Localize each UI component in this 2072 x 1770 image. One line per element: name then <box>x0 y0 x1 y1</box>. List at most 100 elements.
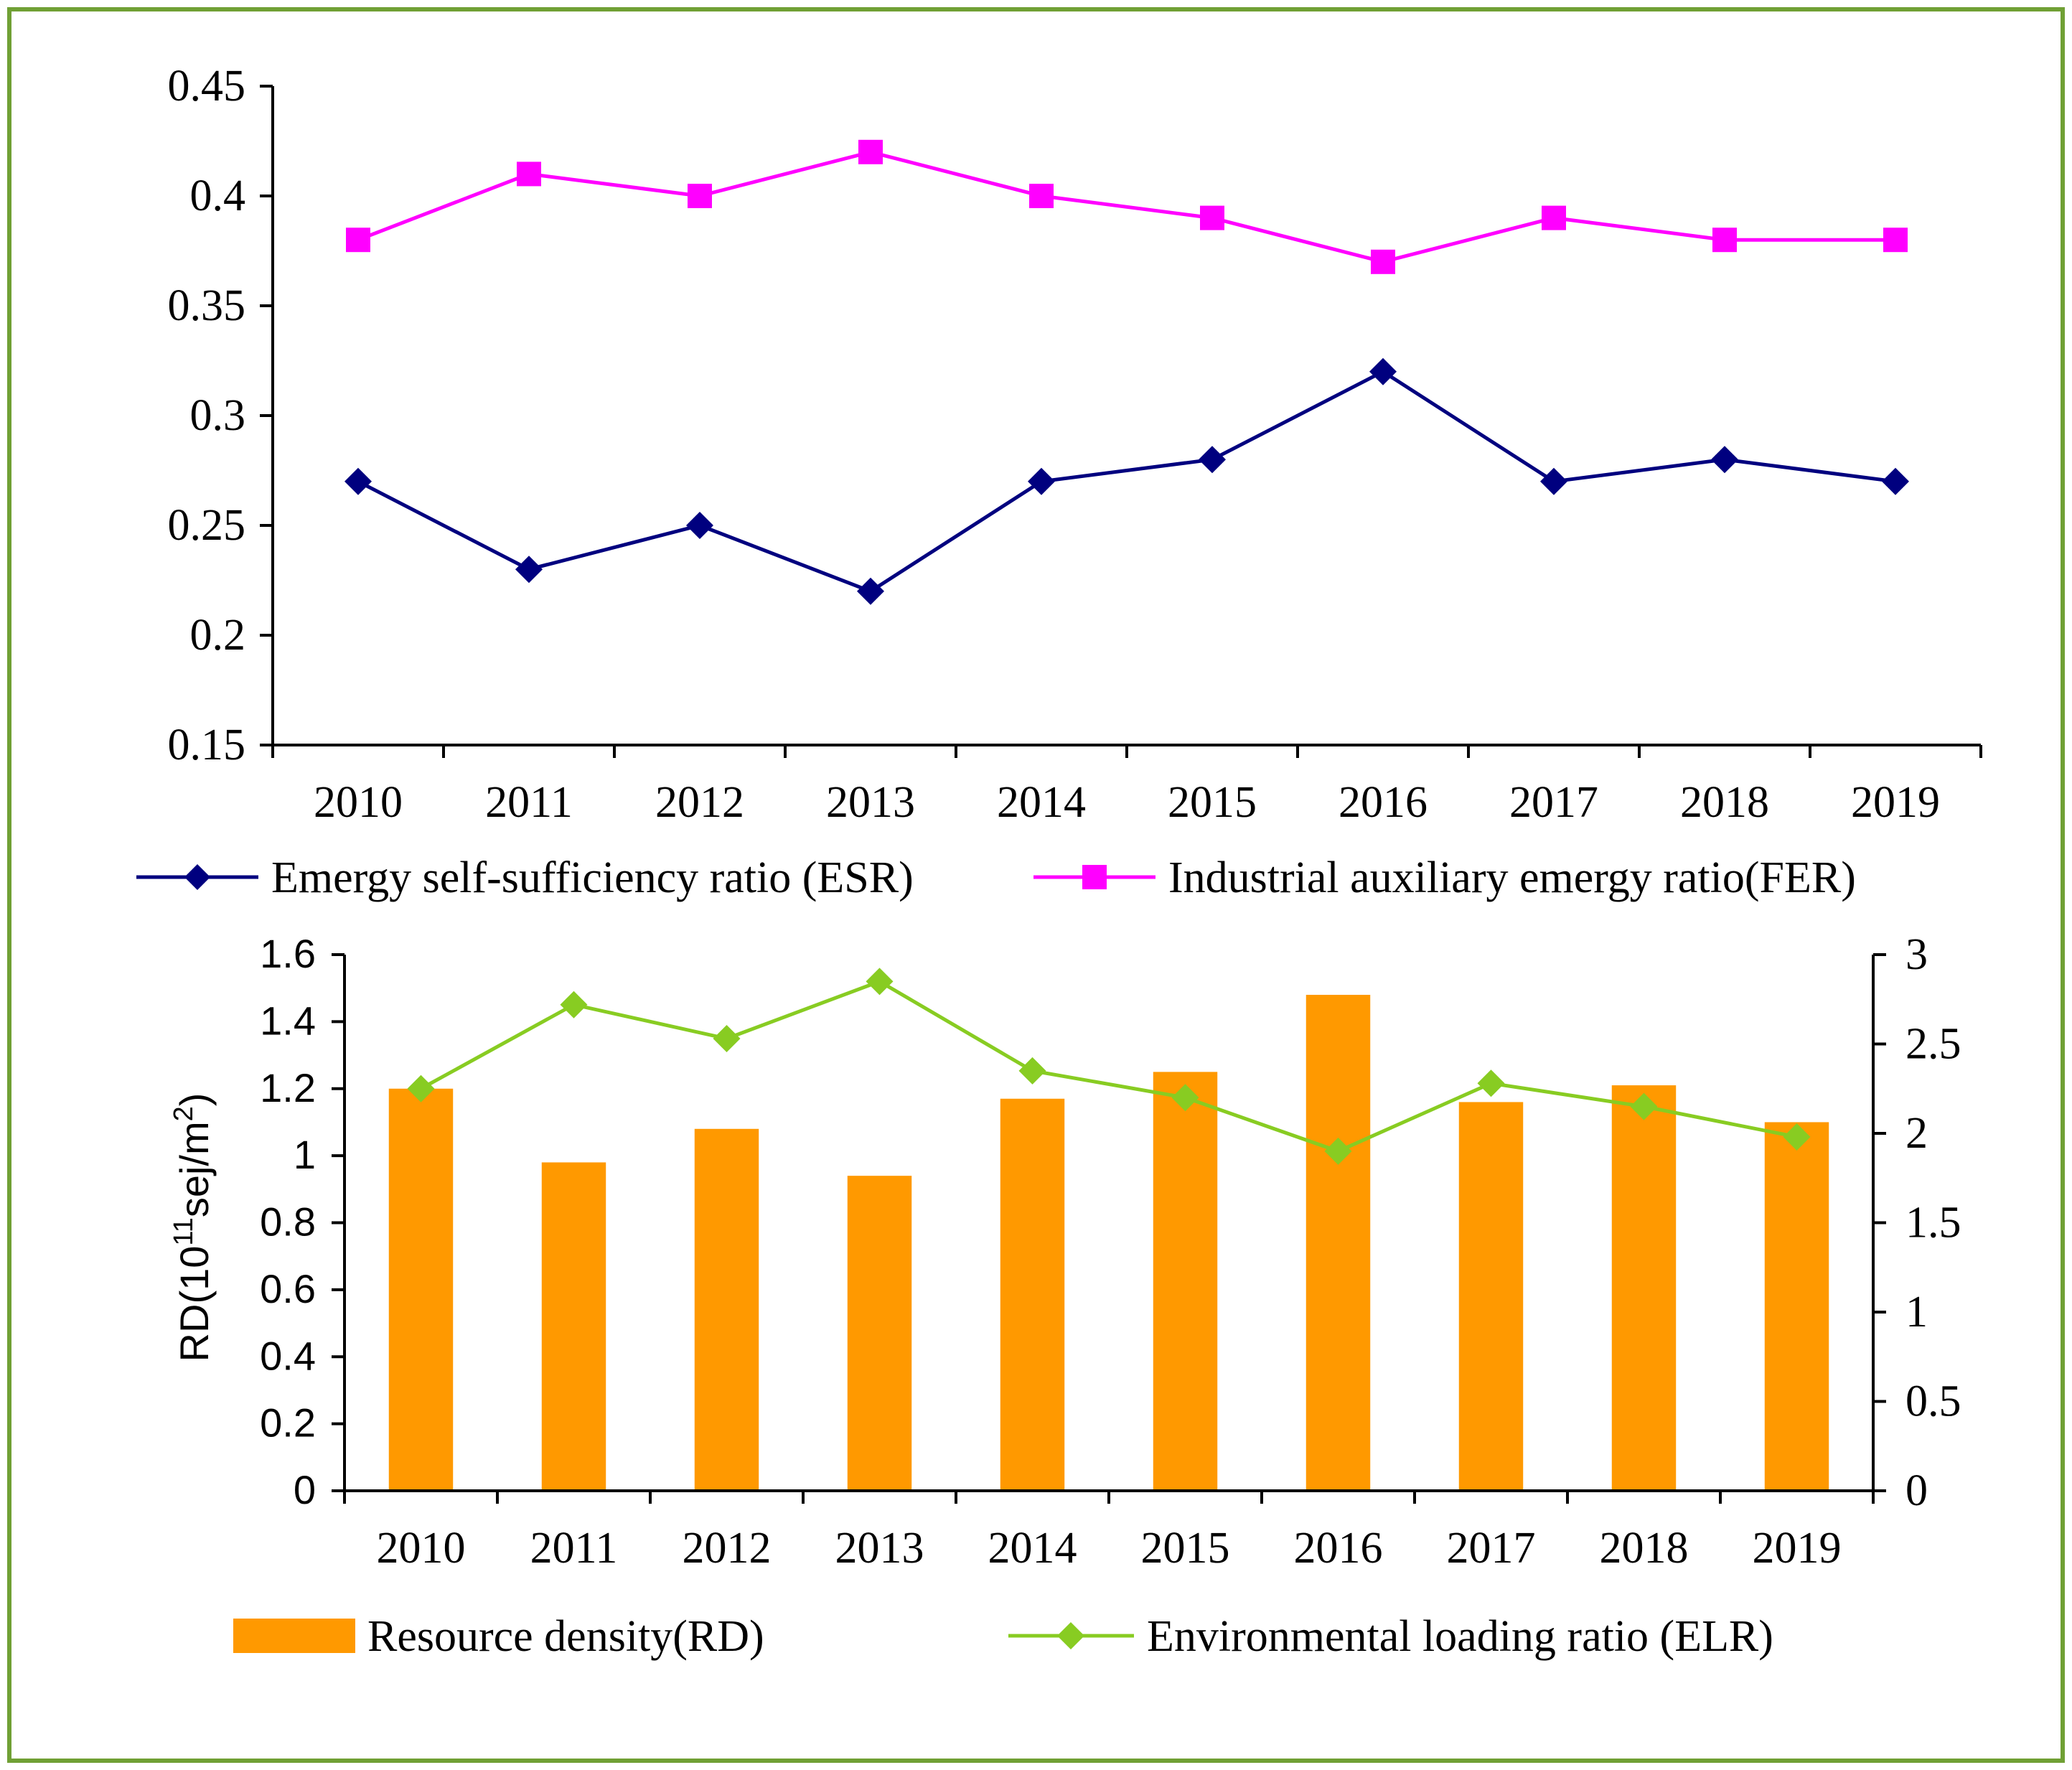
bottom-combo-chart: 0 0.2 0.4 0.6 0.8 1 1.2 1.4 1.6 0 0.5 1 1.5 2 2.5 3 20… <box>169 930 1961 1661</box>
data-point-elr <box>560 991 588 1019</box>
data-point-fer <box>517 161 541 187</box>
top-x-tick-label: 2016 <box>1339 778 1428 827</box>
bottom-left-tick-label: 1.4 <box>260 998 316 1043</box>
top-x-tick-labels: 2010 2011 2012 2013 2014 2015 2016 2017 2018 2019 <box>314 778 1940 827</box>
top-x-tick-label: 2013 <box>826 778 915 827</box>
top-line-chart: 0.150.20.250.30.350.40.45 2010 2011 2012 20… <box>136 62 1982 902</box>
top-x-tick-label: 2010 <box>314 778 403 827</box>
bottom-x-tick-label: 2012 <box>683 1524 772 1573</box>
top-x-tick-label: 2011 <box>485 778 573 827</box>
bottom-y-axis-title: RD(1011sej/m2) <box>169 1093 217 1362</box>
top-y-tick-label: 0.25 <box>168 501 246 550</box>
legend-label-elr: Environmental loading ratio (ELR) <box>1147 1612 1773 1661</box>
bottom-x-tick-labels: 2010 2011 2012 2013 2014 2015 2016 2017 2018 2019 <box>377 1524 1842 1573</box>
data-point-esr <box>515 556 543 584</box>
legend-marker-fer <box>1082 865 1107 889</box>
data-point-elr <box>1324 1137 1352 1165</box>
data-point-fer <box>1542 205 1566 230</box>
bar-rd <box>388 1088 454 1491</box>
bottom-legend: Resource density(RD) Environmental loadi… <box>233 1612 1773 1661</box>
top-x-tick-label: 2017 <box>1509 778 1598 827</box>
data-point-elr <box>1630 1092 1658 1120</box>
bar-rd <box>541 1162 606 1491</box>
legend-marker-esr <box>184 864 210 890</box>
top-y-tick-label: 0.3 <box>190 391 246 440</box>
data-point-fer <box>1883 228 1908 253</box>
bar-rd <box>847 1176 912 1491</box>
top-legend: Emergy self-sufficiency ratio (ESR) Indu… <box>136 853 1856 902</box>
bottom-left-tick-label: 1 <box>294 1132 316 1177</box>
data-point-elr <box>1171 1084 1199 1112</box>
data-point-esr <box>1711 446 1738 474</box>
data-point-esr <box>1540 467 1567 495</box>
data-point-elr <box>713 1025 741 1053</box>
bottom-left-tick-label: 0.2 <box>260 1400 316 1446</box>
data-point-fer <box>1371 249 1395 274</box>
bar-rd <box>1611 1085 1677 1491</box>
bottom-x-tick-label: 2010 <box>377 1524 466 1573</box>
data-point-fer <box>1029 184 1054 208</box>
bottom-x-tick-label: 2017 <box>1447 1524 1536 1573</box>
bottom-right-tick-label: 2.5 <box>1905 1020 1961 1069</box>
bottom-x-tick-label: 2016 <box>1294 1524 1383 1573</box>
top-y-tick-label: 0.45 <box>168 62 246 111</box>
series-line-esr <box>357 369 1896 594</box>
legend-label-fer: Industrial auxiliary emergy ratio(FER) <box>1168 853 1856 902</box>
legend-swatch-rd <box>233 1619 355 1653</box>
bottom-x-tick-label: 2018 <box>1600 1524 1689 1573</box>
top-y-tick-label: 0.2 <box>190 611 246 660</box>
bottom-left-tick-label: 1.2 <box>260 1065 316 1110</box>
bar-rd <box>1000 1098 1065 1491</box>
bottom-left-tick-label: 0 <box>294 1467 316 1512</box>
bottom-right-tick-label: 1.5 <box>1905 1199 1961 1247</box>
data-point-elr <box>866 968 894 996</box>
bottom-right-tick-labels: 0 0.5 1 1.5 2 2.5 3 <box>1905 930 1961 1515</box>
data-point-fer <box>1712 228 1737 253</box>
top-y-tick-labels: 0.15 0.2 0.25 0.3 0.35 0.4 0.45 <box>168 62 246 769</box>
series-line-elr <box>420 979 1797 1153</box>
bottom-left-tick-label: 0.4 <box>260 1333 316 1378</box>
bottom-left-tick-label: 0.6 <box>260 1266 316 1311</box>
data-point-esr <box>1199 446 1226 474</box>
bottom-x-tick-label: 2011 <box>530 1524 618 1573</box>
bottom-right-tick-label: 2 <box>1905 1109 1928 1158</box>
data-point-esr <box>344 467 372 495</box>
bottom-right-tick-label: 0.5 <box>1905 1377 1961 1426</box>
legend-label-esr: Emergy self-sufficiency ratio (ESR) <box>271 853 914 902</box>
bottom-right-tick-label: 3 <box>1905 930 1928 979</box>
data-point-fer <box>688 184 712 208</box>
top-y-axis-ticks <box>260 85 273 746</box>
legend-label-rd: Resource density(RD) <box>367 1612 764 1661</box>
top-x-tick-label: 2012 <box>655 778 744 827</box>
bottom-elr-series <box>407 968 1811 1165</box>
data-point-fer <box>858 139 883 164</box>
bar-rd <box>1305 995 1371 1491</box>
bottom-bars <box>388 995 1829 1491</box>
data-point-esr <box>686 512 713 539</box>
data-point-fer <box>1200 205 1224 230</box>
top-x-tick-label: 2014 <box>997 778 1086 827</box>
bar-rd <box>1153 1072 1218 1491</box>
data-point-esr <box>857 577 884 605</box>
bottom-axis-ticks <box>332 953 1886 1504</box>
bar-rd <box>1764 1122 1829 1491</box>
bottom-right-tick-label: 1 <box>1905 1288 1928 1336</box>
top-series <box>344 139 1909 605</box>
bottom-x-tick-label: 2015 <box>1141 1524 1230 1573</box>
data-point-elr <box>1018 1057 1046 1085</box>
bottom-x-tick-label: 2019 <box>1753 1524 1842 1573</box>
data-point-esr <box>1882 467 1909 495</box>
data-point-elr <box>1477 1069 1505 1097</box>
bar-rd <box>1458 1102 1524 1491</box>
bottom-x-tick-label: 2013 <box>835 1524 924 1573</box>
top-x-tick-label: 2015 <box>1168 778 1257 827</box>
top-y-tick-label: 0.15 <box>168 721 246 769</box>
bottom-right-tick-label: 0 <box>1905 1466 1928 1515</box>
series-line-fer <box>357 150 1895 264</box>
bar-rd <box>694 1128 759 1491</box>
legend-marker-elr <box>1057 1622 1084 1649</box>
data-point-elr <box>407 1074 435 1102</box>
bottom-left-tick-labels: 0 0.2 0.4 0.6 0.8 1 1.2 1.4 1.6 <box>260 931 316 1512</box>
top-x-tick-label: 2019 <box>1851 778 1940 827</box>
